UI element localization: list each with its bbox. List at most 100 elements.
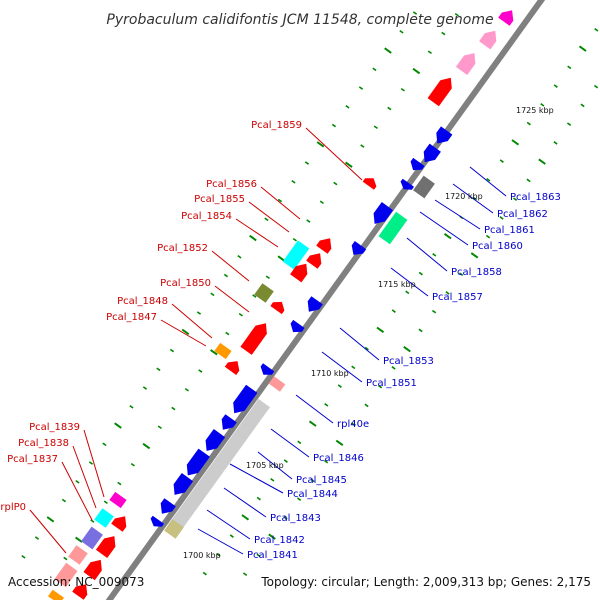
outer-reverse-tick	[485, 234, 491, 239]
outer-reverse-tick	[580, 103, 585, 108]
inner-forward-tick	[373, 125, 378, 130]
kbp-markers: 1700 kbp 1705 kbp 1710 kbp 1715 kbp 1720 kbp…	[183, 106, 554, 560]
label-rpl40e-leader	[295, 394, 334, 424]
kbp-marker-1715: 1715 kbp	[378, 280, 416, 289]
inner-reverse-tick	[432, 253, 437, 257]
gene-Pcal_1852	[254, 283, 274, 303]
gene-rpl40e	[260, 363, 275, 375]
inner-reverse-tick	[202, 571, 207, 576]
label-pcal-1852-leader	[211, 250, 250, 282]
outer-forward-tick	[291, 179, 296, 184]
outer-reverse-tick	[310, 478, 315, 483]
gene-Pcal_1851	[290, 319, 305, 333]
outer-forward-tick	[181, 328, 190, 336]
gene-red-low-b	[83, 559, 102, 581]
inner-reverse-tick	[391, 309, 396, 313]
inner-forward-tick	[142, 442, 151, 450]
gene-Pcal_1859	[362, 178, 377, 190]
outer-forward-tick	[114, 422, 122, 429]
inner-forward-tick	[333, 181, 338, 186]
label-pcal-1841: Pcal_1841	[247, 550, 298, 561]
inner-reverse-tick	[270, 478, 275, 482]
inner-forward-tick	[130, 462, 135, 467]
label-pcal-1859-leader	[305, 127, 363, 181]
gene-Pcal_1841	[164, 519, 184, 539]
gene-Pcal_1847	[214, 342, 232, 360]
outer-reverse-tick	[268, 533, 276, 540]
label-pcal-1839: Pcal_1839	[29, 422, 80, 433]
label-pcal-1837-leader	[61, 461, 93, 521]
gene-Pcal_1837	[111, 516, 127, 532]
gene-Pcal_1856	[316, 238, 332, 254]
gene-purple	[81, 526, 103, 550]
inner-forward-tick	[63, 556, 68, 561]
inner-reverse-tick	[283, 459, 288, 463]
gene-Pcal_1843	[160, 498, 176, 514]
gene-blue-top-2	[423, 143, 441, 163]
gene-red-near-1854	[290, 263, 308, 283]
outer-forward-tick	[142, 386, 148, 390]
gene-Pcal_1842	[150, 515, 164, 527]
outer-forward-tick	[156, 367, 161, 372]
inner-reverse-tick	[578, 45, 587, 52]
gene-grey-long	[168, 399, 270, 533]
gene-Pcal_1848	[224, 361, 240, 375]
inner-forward-tick	[75, 536, 83, 543]
inner-reverse-tick	[324, 403, 329, 407]
outer-forward-tick	[399, 29, 404, 34]
outer-forward-tick	[61, 498, 67, 503]
outer-forward-tick	[331, 123, 337, 128]
outer-forward-tick	[102, 442, 107, 447]
inner-reverse-tick	[376, 326, 385, 334]
outer-forward-tick	[304, 161, 310, 165]
outer-reverse-tick	[499, 216, 504, 220]
outer-reverse-tick	[512, 197, 518, 201]
outer-reverse-tick	[323, 459, 329, 464]
accession-text: Accession: NC_009073	[8, 575, 144, 589]
label-pcal-1859: Pcal_1859	[251, 120, 302, 131]
inner-reverse-tick	[472, 196, 477, 201]
gene-Pcal_1838	[94, 508, 114, 528]
inner-reverse-tick	[351, 365, 356, 370]
label-pcal-1861-leader	[434, 199, 481, 230]
outer-forward-tick	[372, 67, 377, 72]
label-pcal-1846-leader	[270, 428, 310, 458]
gene-Pcal_1857	[351, 241, 367, 255]
inner-reverse-tick	[297, 440, 302, 445]
gene-Pcal_1839	[109, 491, 127, 509]
outer-reverse-tick	[593, 84, 599, 89]
label-rplp0: rplP0	[0, 502, 26, 513]
outer-reverse-tick	[391, 366, 396, 370]
inner-forward-tick	[157, 425, 162, 430]
label-pcal-1844-leader	[229, 463, 284, 494]
gene-Pcal_1850	[270, 301, 285, 315]
inner-reverse-tick	[364, 346, 369, 351]
label-pcal-1854-leader	[235, 218, 279, 248]
outer-forward-tick	[412, 11, 418, 15]
inner-forward-tick	[117, 481, 122, 486]
inner-reverse-tick	[499, 159, 504, 163]
label-pcal-1863: Pcal_1863	[510, 192, 561, 203]
outer-forward-tick	[21, 554, 26, 559]
inner-reverse-tick	[216, 553, 221, 557]
inner-forward-tick	[454, 12, 459, 17]
gene-rplP0	[68, 545, 88, 565]
outer-reverse-tick	[296, 497, 302, 501]
kbp-marker-1700: 1700 kbp	[183, 551, 221, 560]
outer-forward-tick	[46, 516, 55, 523]
inner-reverse-tick	[443, 232, 452, 240]
label-pcal-1841-leader	[197, 528, 244, 555]
outer-reverse-tick	[403, 345, 411, 353]
outer-reverse-tick	[364, 403, 369, 408]
outer-reverse-tick	[283, 516, 288, 520]
gene-Pcal_1854	[282, 240, 310, 270]
outer-reverse-tick	[242, 572, 248, 576]
outer-forward-tick	[264, 217, 269, 222]
inner-forward-tick	[238, 312, 243, 317]
kbp-marker-1725: 1725 kbp	[516, 106, 554, 115]
label-pcal-1858: Pcal_1858	[451, 267, 502, 278]
label-pcal-1842-leader	[206, 509, 251, 540]
inner-reverse-tick	[486, 178, 491, 182]
gene-features	[48, 10, 514, 600]
outer-reverse-tick	[553, 141, 558, 145]
